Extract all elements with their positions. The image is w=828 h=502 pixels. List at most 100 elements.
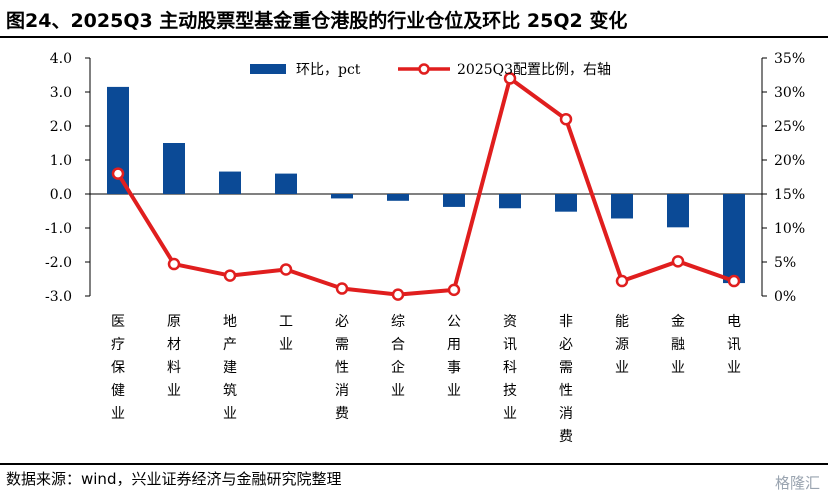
y-left-tick-label: 2.0 [50, 119, 72, 135]
line-point [503, 72, 517, 85]
category-label-char: 需 [559, 360, 573, 376]
category-label-char: 能 [615, 314, 629, 330]
category-label-char: 费 [335, 406, 349, 422]
y-left-tick-label: 3.0 [50, 85, 72, 101]
category-label-char: 费 [559, 429, 573, 445]
category-label: 能源业 [615, 314, 629, 376]
category-label-char: 料 [167, 360, 181, 376]
category-label-char: 业 [279, 337, 293, 353]
source-note: 数据来源：wind，兴业证券经济与金融研究院整理 [6, 470, 342, 488]
category-label-char: 企 [391, 359, 405, 376]
category-label-char: 保 [111, 360, 125, 376]
line-series [111, 72, 741, 301]
category-label-char: 原 [167, 314, 181, 330]
category-label-char: 医 [111, 314, 125, 330]
category-label-char: 公 [447, 314, 461, 330]
category-label-char: 金 [671, 314, 685, 330]
category-label-char: 用 [447, 337, 461, 353]
bar [555, 194, 577, 212]
y-left-tick-label: 1.0 [50, 153, 72, 169]
line-point [671, 255, 685, 268]
category-label-char: 综 [391, 314, 405, 330]
footer-divider [0, 463, 828, 465]
category-label-char: 必 [559, 337, 573, 353]
chart-title: 图24、2025Q3 主动股票型基金重仓港股的行业仓位及环比 25Q2 变化 [6, 10, 628, 32]
category-label: 电讯业 [727, 314, 741, 376]
bar [275, 173, 297, 194]
category-label-char: 业 [391, 383, 405, 399]
y-right-tick-label: 20% [774, 153, 805, 169]
category-label: 工业 [279, 314, 293, 353]
category-label-char: 业 [727, 360, 741, 376]
y-left-tick-label: -1.0 [45, 221, 72, 237]
line-point [223, 269, 237, 282]
title-bar: 图24、2025Q3 主动股票型基金重仓港股的行业仓位及环比 25Q2 变化 [0, 0, 828, 36]
category-label-char: 源 [615, 337, 629, 353]
line-point [727, 274, 741, 288]
category-label-char: 电 [727, 314, 741, 330]
bar [611, 194, 633, 219]
category-label-char: 事 [447, 360, 461, 376]
y-right-tick-label: 30% [774, 85, 805, 101]
category-label-char: 技 [503, 383, 517, 399]
line-point [167, 257, 181, 271]
bar [499, 194, 521, 209]
line-point [447, 283, 461, 297]
line-point [391, 288, 405, 301]
category-label-char: 非 [559, 314, 573, 330]
category-label-char: 性 [559, 383, 573, 399]
line-point [559, 112, 573, 126]
category-label-char: 科 [503, 360, 517, 376]
y-left-tick-label: -3.0 [45, 289, 72, 305]
category-label-char: 资 [503, 314, 517, 330]
category-label-char: 合 [391, 337, 405, 353]
bar [723, 194, 745, 284]
bar [219, 171, 241, 194]
category-label: 金融业 [671, 314, 685, 376]
legend-label-line: 2025Q3配置比例，右轴 [457, 62, 611, 78]
category-label-char: 业 [111, 406, 125, 422]
line-point [279, 263, 293, 276]
line-path [116, 76, 735, 297]
legend: 环比，pct 2025Q3配置比例，右轴 [250, 62, 611, 78]
bar [107, 86, 129, 194]
category-label-char: 地 [223, 314, 237, 330]
category-label-char: 消 [335, 383, 349, 399]
line-point [111, 167, 125, 180]
title-divider [0, 36, 828, 38]
category-labels: 医疗保健业原材料业地产建筑业工业必需性消费综合企业公用事业资讯科技业非必需性消费… [111, 314, 741, 445]
y-right-tick-label: 15% [774, 187, 805, 203]
category-label-char: 产 [223, 337, 237, 353]
category-label-char: 性 [335, 360, 349, 376]
category-label-char: 讯 [503, 337, 517, 353]
line-point [615, 274, 629, 288]
bar [163, 143, 185, 194]
line-point [335, 282, 349, 295]
y-right-tick-label: 5% [774, 255, 796, 271]
y-right-tick-label: 10% [774, 221, 805, 237]
category-label-char: 消 [559, 406, 573, 422]
category-label-char: 材 [167, 337, 181, 353]
y-right-tick-label: 0% [774, 289, 796, 305]
category-label-char: 业 [671, 360, 685, 376]
chart-axes: -3.0 -2.0 -1.0 0.0 1.0 2.0 3.0 4.0 0% 5% 10% 15% 20%… [45, 51, 805, 305]
legend-swatch-marker [418, 63, 430, 75]
chart: -3.0 -2.0 -1.0 0.0 1.0 2.0 3.0 4.0 0% 5% 10% 15% 20%… [45, 51, 805, 445]
category-label-char: 融 [671, 337, 685, 353]
category-label-char: 业 [447, 383, 461, 399]
y-left-tick-label: 4.0 [50, 51, 72, 67]
category-label-char: 业 [167, 383, 181, 399]
category-label-char: 筑 [223, 383, 237, 399]
category-label-char: 健 [111, 383, 125, 399]
bar [331, 194, 353, 199]
category-label-char: 业 [615, 360, 629, 376]
category-label-char: 疗 [111, 337, 125, 353]
y-left-tick-label: 0.0 [50, 187, 72, 203]
category-label-char: 业 [223, 406, 237, 422]
